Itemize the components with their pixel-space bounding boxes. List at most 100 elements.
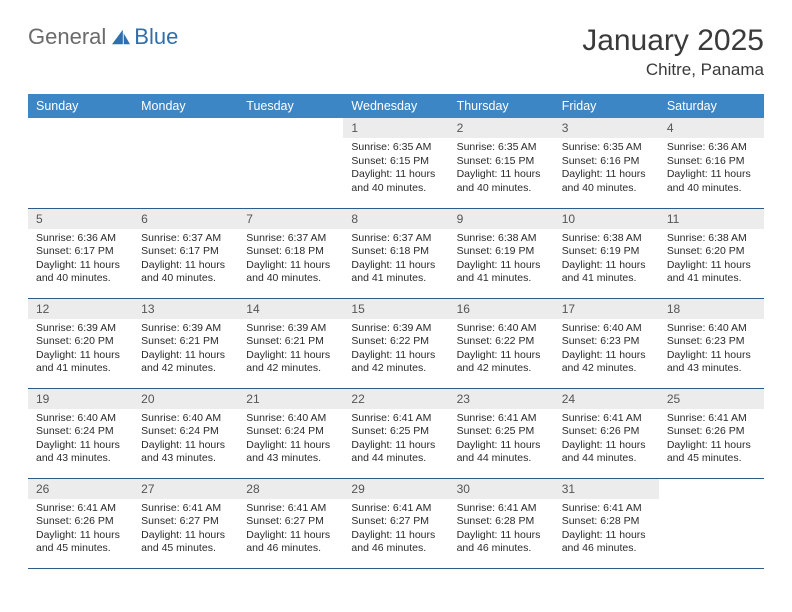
calendar-day-cell: 12Sunrise: 6:39 AMSunset: 6:20 PMDayligh…: [28, 298, 133, 388]
day-details: Sunrise: 6:41 AMSunset: 6:27 PMDaylight:…: [343, 499, 448, 563]
calendar-day-cell: [238, 118, 343, 208]
day-number: 8: [343, 209, 448, 229]
calendar-week-row: 12Sunrise: 6:39 AMSunset: 6:20 PMDayligh…: [28, 298, 764, 388]
calendar-day-cell: 22Sunrise: 6:41 AMSunset: 6:25 PMDayligh…: [343, 388, 448, 478]
day-number: [238, 118, 343, 138]
day-details: Sunrise: 6:38 AMSunset: 6:19 PMDaylight:…: [449, 229, 554, 293]
calendar-day-cell: 11Sunrise: 6:38 AMSunset: 6:20 PMDayligh…: [659, 208, 764, 298]
day-details: Sunrise: 6:40 AMSunset: 6:24 PMDaylight:…: [28, 409, 133, 473]
day-details: Sunrise: 6:37 AMSunset: 6:17 PMDaylight:…: [133, 229, 238, 293]
weekday-header: Thursday: [449, 94, 554, 118]
day-number: 26: [28, 479, 133, 499]
calendar-day-cell: 26Sunrise: 6:41 AMSunset: 6:26 PMDayligh…: [28, 478, 133, 568]
day-details: Sunrise: 6:41 AMSunset: 6:27 PMDaylight:…: [238, 499, 343, 563]
weekday-header: Tuesday: [238, 94, 343, 118]
day-details: Sunrise: 6:41 AMSunset: 6:26 PMDaylight:…: [554, 409, 659, 473]
calendar-day-cell: 5Sunrise: 6:36 AMSunset: 6:17 PMDaylight…: [28, 208, 133, 298]
day-details: Sunrise: 6:41 AMSunset: 6:25 PMDaylight:…: [449, 409, 554, 473]
calendar-day-cell: 2Sunrise: 6:35 AMSunset: 6:15 PMDaylight…: [449, 118, 554, 208]
day-number: 28: [238, 479, 343, 499]
calendar-day-cell: 16Sunrise: 6:40 AMSunset: 6:22 PMDayligh…: [449, 298, 554, 388]
day-details: Sunrise: 6:35 AMSunset: 6:15 PMDaylight:…: [343, 138, 448, 202]
day-details: Sunrise: 6:41 AMSunset: 6:28 PMDaylight:…: [449, 499, 554, 563]
day-number: 19: [28, 389, 133, 409]
calendar-day-cell: 7Sunrise: 6:37 AMSunset: 6:18 PMDaylight…: [238, 208, 343, 298]
day-number: 10: [554, 209, 659, 229]
day-number: 15: [343, 299, 448, 319]
day-number: 23: [449, 389, 554, 409]
day-details: Sunrise: 6:41 AMSunset: 6:28 PMDaylight:…: [554, 499, 659, 563]
calendar-day-cell: 18Sunrise: 6:40 AMSunset: 6:23 PMDayligh…: [659, 298, 764, 388]
calendar-day-cell: 31Sunrise: 6:41 AMSunset: 6:28 PMDayligh…: [554, 478, 659, 568]
location: Chitre, Panama: [582, 60, 764, 80]
calendar-table: SundayMondayTuesdayWednesdayThursdayFrid…: [28, 94, 764, 569]
calendar-day-cell: 30Sunrise: 6:41 AMSunset: 6:28 PMDayligh…: [449, 478, 554, 568]
day-number: 29: [343, 479, 448, 499]
calendar-day-cell: 9Sunrise: 6:38 AMSunset: 6:19 PMDaylight…: [449, 208, 554, 298]
header: General Blue January 2025 Chitre, Panama: [28, 24, 764, 80]
calendar-day-cell: 3Sunrise: 6:35 AMSunset: 6:16 PMDaylight…: [554, 118, 659, 208]
calendar-day-cell: [28, 118, 133, 208]
day-details: Sunrise: 6:39 AMSunset: 6:21 PMDaylight:…: [238, 319, 343, 383]
day-number: 12: [28, 299, 133, 319]
day-number: 4: [659, 118, 764, 138]
calendar-day-cell: 25Sunrise: 6:41 AMSunset: 6:26 PMDayligh…: [659, 388, 764, 478]
calendar-week-row: 1Sunrise: 6:35 AMSunset: 6:15 PMDaylight…: [28, 118, 764, 208]
day-details: Sunrise: 6:41 AMSunset: 6:27 PMDaylight:…: [133, 499, 238, 563]
weekday-header: Monday: [133, 94, 238, 118]
day-number: 18: [659, 299, 764, 319]
day-number: 20: [133, 389, 238, 409]
calendar-day-cell: 13Sunrise: 6:39 AMSunset: 6:21 PMDayligh…: [133, 298, 238, 388]
day-number: 6: [133, 209, 238, 229]
day-details: Sunrise: 6:36 AMSunset: 6:17 PMDaylight:…: [28, 229, 133, 293]
day-details: Sunrise: 6:38 AMSunset: 6:20 PMDaylight:…: [659, 229, 764, 293]
calendar-day-cell: [133, 118, 238, 208]
calendar-day-cell: 8Sunrise: 6:37 AMSunset: 6:18 PMDaylight…: [343, 208, 448, 298]
calendar-week-row: 19Sunrise: 6:40 AMSunset: 6:24 PMDayligh…: [28, 388, 764, 478]
logo-word2: Blue: [134, 24, 178, 50]
day-details: Sunrise: 6:40 AMSunset: 6:22 PMDaylight:…: [449, 319, 554, 383]
day-number: 25: [659, 389, 764, 409]
day-details: Sunrise: 6:40 AMSunset: 6:23 PMDaylight:…: [554, 319, 659, 383]
day-number: [133, 118, 238, 138]
day-details: Sunrise: 6:39 AMSunset: 6:21 PMDaylight:…: [133, 319, 238, 383]
day-details: Sunrise: 6:37 AMSunset: 6:18 PMDaylight:…: [343, 229, 448, 293]
day-details: Sunrise: 6:36 AMSunset: 6:16 PMDaylight:…: [659, 138, 764, 202]
day-number: 16: [449, 299, 554, 319]
calendar-day-cell: 6Sunrise: 6:37 AMSunset: 6:17 PMDaylight…: [133, 208, 238, 298]
day-number: 1: [343, 118, 448, 138]
day-details: Sunrise: 6:40 AMSunset: 6:24 PMDaylight:…: [238, 409, 343, 473]
weekday-header: Friday: [554, 94, 659, 118]
calendar-day-cell: 4Sunrise: 6:36 AMSunset: 6:16 PMDaylight…: [659, 118, 764, 208]
calendar-week-row: 5Sunrise: 6:36 AMSunset: 6:17 PMDaylight…: [28, 208, 764, 298]
day-details: Sunrise: 6:40 AMSunset: 6:23 PMDaylight:…: [659, 319, 764, 383]
calendar-day-cell: 21Sunrise: 6:40 AMSunset: 6:24 PMDayligh…: [238, 388, 343, 478]
logo: General Blue: [28, 24, 178, 50]
day-details: Sunrise: 6:35 AMSunset: 6:16 PMDaylight:…: [554, 138, 659, 202]
day-number: 3: [554, 118, 659, 138]
weekday-header: Saturday: [659, 94, 764, 118]
calendar-day-cell: 29Sunrise: 6:41 AMSunset: 6:27 PMDayligh…: [343, 478, 448, 568]
weekday-header: Wednesday: [343, 94, 448, 118]
calendar-day-cell: 23Sunrise: 6:41 AMSunset: 6:25 PMDayligh…: [449, 388, 554, 478]
day-details: Sunrise: 6:41 AMSunset: 6:26 PMDaylight:…: [28, 499, 133, 563]
logo-sail-icon: [110, 28, 132, 46]
day-number: 14: [238, 299, 343, 319]
day-details: Sunrise: 6:35 AMSunset: 6:15 PMDaylight:…: [449, 138, 554, 202]
calendar-day-cell: 10Sunrise: 6:38 AMSunset: 6:19 PMDayligh…: [554, 208, 659, 298]
logo-word1: General: [28, 24, 106, 50]
calendar-day-cell: 15Sunrise: 6:39 AMSunset: 6:22 PMDayligh…: [343, 298, 448, 388]
day-number: [659, 479, 764, 499]
day-number: 5: [28, 209, 133, 229]
day-number: 2: [449, 118, 554, 138]
day-number: 30: [449, 479, 554, 499]
calendar-day-cell: 1Sunrise: 6:35 AMSunset: 6:15 PMDaylight…: [343, 118, 448, 208]
calendar-day-cell: 27Sunrise: 6:41 AMSunset: 6:27 PMDayligh…: [133, 478, 238, 568]
day-number: 9: [449, 209, 554, 229]
day-number: 21: [238, 389, 343, 409]
day-details: Sunrise: 6:38 AMSunset: 6:19 PMDaylight:…: [554, 229, 659, 293]
day-number: 17: [554, 299, 659, 319]
calendar-day-cell: 17Sunrise: 6:40 AMSunset: 6:23 PMDayligh…: [554, 298, 659, 388]
day-number: 24: [554, 389, 659, 409]
calendar-day-cell: 14Sunrise: 6:39 AMSunset: 6:21 PMDayligh…: [238, 298, 343, 388]
